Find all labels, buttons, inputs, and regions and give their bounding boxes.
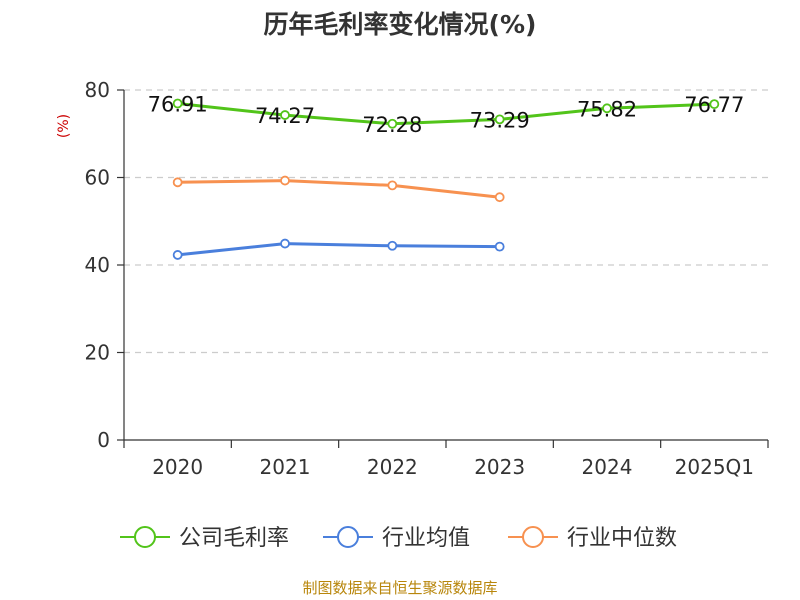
series-1 — [172, 238, 505, 260]
data-point-0-0 — [172, 98, 183, 109]
y-tick-label-20: 20 — [85, 341, 110, 365]
y-tick-label-80: 80 — [85, 78, 110, 102]
data-point-2-0 — [172, 177, 183, 188]
data-point-0-3 — [494, 114, 505, 125]
data-point-0-1 — [280, 110, 290, 120]
series-layer — [172, 98, 720, 260]
gridlines — [124, 89, 768, 354]
legend-label-2: 行业中位数 — [567, 526, 677, 551]
x-tick-label-2025Q1: 2025Q1 — [675, 455, 754, 479]
legend-item-0: 公司毛利率 — [120, 526, 289, 551]
data-point-2-1 — [280, 175, 290, 186]
y-tick-label-40: 40 — [85, 253, 110, 277]
axes: 0 20 40 60 80 2020 2021 2022 2023 2024 2025Q1 — [85, 78, 769, 479]
series-line-2 — [176, 179, 502, 199]
legend-marker-0 — [134, 526, 156, 548]
data-label-0-4: 75.82 — [577, 97, 637, 121]
series-line-1 — [176, 242, 502, 257]
data-label-0-3: 73.29 — [470, 108, 530, 132]
data-point-2-3 — [494, 192, 505, 203]
x-tick-label-2021: 2021 — [260, 455, 311, 479]
legend-label-0: 公司毛利率 — [179, 526, 289, 551]
data-point-2-2 — [387, 180, 398, 191]
series-2 — [172, 175, 505, 203]
data-point-0-5 — [709, 99, 720, 110]
data-point-1-0 — [172, 250, 183, 260]
x-tick-label-2022: 2022 — [367, 455, 418, 479]
data-point-0-4 — [602, 103, 612, 114]
data-labels: 76.91 74.27 72.28 73.29 75.82 76.77 — [148, 93, 745, 137]
x-tick-label-2024: 2024 — [582, 455, 633, 479]
legend-item-2: 行业中位数 — [508, 526, 677, 551]
data-point-1-3 — [494, 241, 505, 252]
x-tick-label-2020: 2020 — [152, 455, 203, 479]
y-axis-unit: (%) — [56, 114, 72, 138]
data-label-0-1: 74.27 — [255, 104, 315, 128]
legend: 公司毛利率 行业均值 行业中位数 — [120, 526, 677, 551]
data-point-0-2 — [387, 118, 398, 129]
data-point-1-1 — [280, 238, 290, 249]
x-tick-label-2023: 2023 — [474, 455, 525, 479]
y-tick-label-60: 60 — [85, 166, 110, 190]
data-label-0-5: 76.77 — [684, 93, 744, 117]
legend-marker-2 — [522, 526, 544, 548]
data-point-1-2 — [387, 240, 398, 251]
data-label-0-2: 72.28 — [362, 113, 422, 137]
source-note: 制图数据来自恒生聚源数据库 — [302, 579, 497, 597]
legend-label-1: 行业均值 — [382, 526, 470, 551]
series-line-0 — [176, 102, 716, 126]
series-0 — [172, 98, 720, 129]
y-tick-label-0: 0 — [97, 428, 110, 452]
data-label-0-0: 76.91 — [148, 93, 208, 117]
legend-marker-1 — [337, 526, 359, 548]
legend-item-1: 行业均值 — [323, 526, 470, 551]
chart-title: 历年毛利率变化情况(%) — [264, 10, 537, 39]
